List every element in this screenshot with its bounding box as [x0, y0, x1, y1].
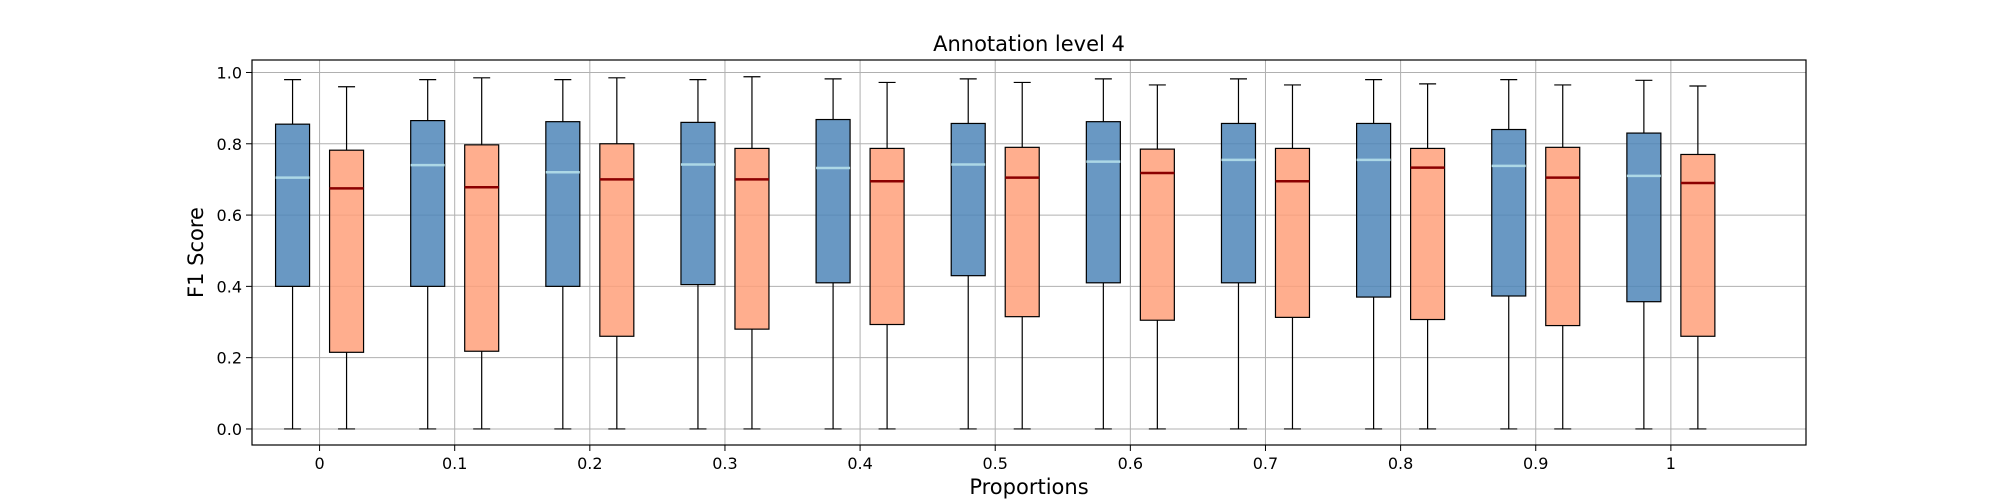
box-0.8-series-2 [1410, 83, 1446, 430]
x-tick-label: 0.5 [982, 454, 1007, 473]
iqr-box [1626, 132, 1662, 303]
iqr-box [1680, 153, 1716, 337]
iqr-box [1085, 121, 1121, 284]
iqr-box [1356, 122, 1392, 298]
boxplots [274, 76, 1716, 430]
x-tick-label: 0.4 [847, 454, 872, 473]
chart-title: Annotation level 4 [933, 32, 1125, 56]
iqr-box [274, 123, 311, 287]
box-0.8-series-1 [1356, 79, 1392, 430]
x-tick-label: 0 [314, 454, 324, 473]
iqr-box [1220, 122, 1257, 284]
box-0.2-series-2 [599, 77, 635, 430]
iqr-box [464, 144, 500, 352]
box-0.2-series-1 [545, 79, 581, 430]
x-axis-title: Proportions [969, 475, 1088, 499]
y-tick-label: 0.8 [217, 135, 242, 154]
iqr-box [545, 121, 581, 287]
y-tick-label: 1.0 [217, 63, 242, 82]
box-0.9-series-2 [1545, 84, 1581, 430]
x-tick-label: 0.8 [1388, 454, 1413, 473]
box-0.4-series-1 [815, 78, 851, 430]
iqr-box [410, 120, 446, 287]
x-tick-label: 0.9 [1523, 454, 1548, 473]
box-0.6-series-2 [1139, 84, 1175, 430]
x-tick-label: 0.6 [1118, 454, 1143, 473]
iqr-box [815, 118, 851, 284]
iqr-box [1491, 128, 1527, 297]
iqr-box [599, 143, 635, 337]
box-0.1-series-1 [410, 79, 446, 430]
x-tick-label: 0.2 [577, 454, 602, 473]
box-0.6-series-1 [1085, 78, 1121, 430]
box-0.1-series-2 [464, 77, 500, 430]
box-1-series-2 [1680, 85, 1716, 430]
box-0.5-series-2 [1004, 81, 1040, 430]
iqr-box [734, 147, 770, 330]
iqr-box [869, 147, 905, 326]
box-0.4-series-2 [869, 81, 905, 430]
box-0.3-series-2 [734, 76, 770, 430]
x-tick-label: 0.1 [442, 454, 467, 473]
box-0-series-2 [328, 86, 365, 430]
x-tick-label: 0.3 [712, 454, 737, 473]
iqr-box [1410, 147, 1446, 321]
y-tick-label: 0.2 [217, 349, 242, 368]
box-0.9-series-1 [1491, 79, 1527, 430]
y-tick-label: 0.4 [217, 277, 242, 296]
iqr-box [1004, 146, 1040, 318]
box-0-series-1 [274, 79, 311, 430]
axis-ticks: 0.0 0.2 0.4 0.6 0.8 1.0 0 0.1 0.2 0.3 0.4 0.5 0.6 0.7… [217, 63, 1676, 473]
iqr-box [1274, 147, 1311, 318]
box-1-series-1 [1626, 79, 1662, 430]
y-tick-label: 0.0 [217, 420, 242, 439]
iqr-box [950, 122, 986, 277]
box-0.5-series-1 [950, 78, 986, 430]
box-0.3-series-1 [680, 79, 716, 430]
y-axis-title: F1 Score [184, 207, 208, 298]
iqr-box [1139, 148, 1175, 321]
x-tick-label: 1 [1666, 454, 1676, 473]
iqr-box [1545, 146, 1581, 327]
y-tick-label: 0.6 [217, 206, 242, 225]
box-0.7-series-1 [1220, 78, 1257, 430]
iqr-box [328, 149, 365, 353]
box-0.7-series-2 [1274, 84, 1311, 430]
iqr-box [680, 121, 716, 286]
x-tick-label: 0.7 [1253, 454, 1278, 473]
plot-frame [251, 59, 1807, 446]
